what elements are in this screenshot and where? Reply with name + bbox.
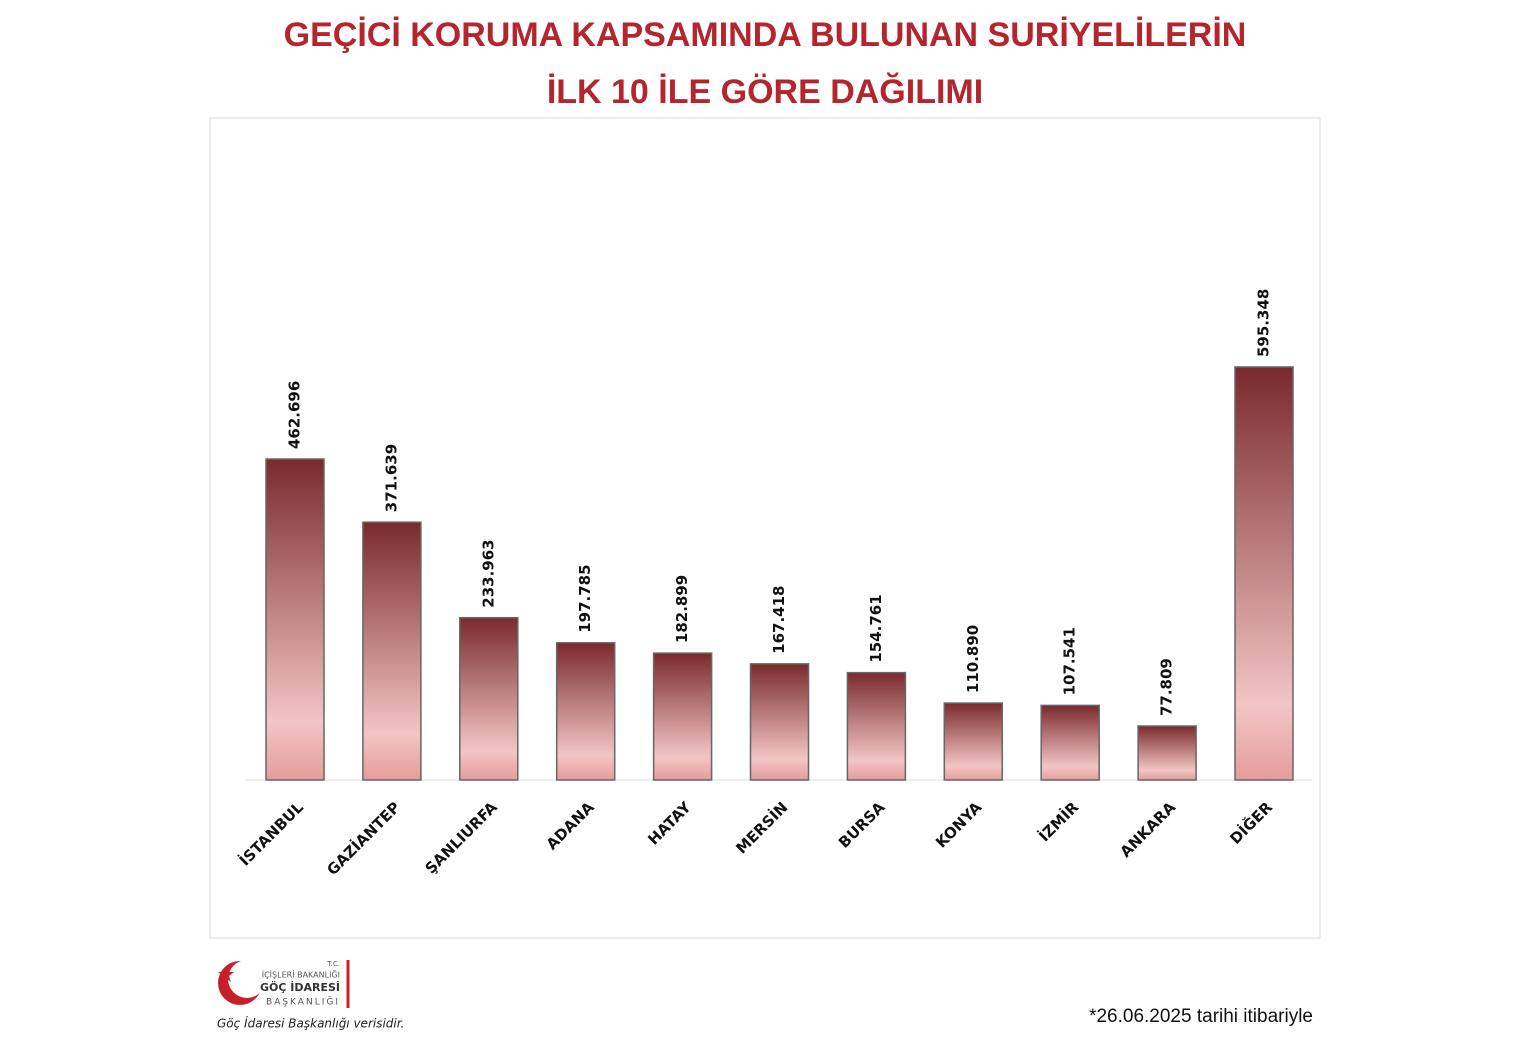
logo-text: GÖÇ İDARESİ: [260, 980, 340, 994]
value-label: 197.785: [576, 564, 594, 632]
value-label: 233.963: [479, 539, 497, 607]
chart-subtitle: İLK 10 İLE GÖRE DAĞILIMI: [547, 73, 983, 111]
value-label: 77.809: [1158, 658, 1176, 716]
bar: [846, 671, 907, 781]
bar: [459, 616, 519, 781]
value-label: 154.761: [867, 594, 885, 662]
bar: [362, 521, 422, 781]
value-label: 371.639: [382, 444, 400, 512]
value-label: 462.696: [286, 381, 304, 449]
bar: [1234, 366, 1294, 781]
value-label: 167.418: [770, 586, 788, 654]
chart-title: GEÇİCİ KORUMA KAPSAMINDA BULUNAN SURİYEL…: [284, 16, 1247, 54]
value-label: 110.890: [964, 625, 982, 693]
bar: [265, 458, 325, 781]
value-label: 182.899: [673, 575, 691, 643]
bar: [1040, 704, 1100, 781]
logo-text: İÇİŞLERİ BAKANLIĞI: [262, 969, 340, 980]
source-note: Göç İdaresi Başkanlığı verisidir.: [217, 1016, 404, 1031]
logo-text: BAŞKANLIĞI: [266, 996, 340, 1008]
logo-text: T.C.: [326, 960, 340, 968]
bar: [749, 663, 810, 781]
bar: [652, 652, 713, 781]
date-note: *26.06.2025 tarihi itibariyle: [1089, 1006, 1313, 1027]
value-label: 595.348: [1255, 289, 1273, 357]
bar: [1137, 725, 1197, 781]
bar: [943, 702, 1004, 781]
logo: T.C. İÇİŞLERİ BAKANLIĞI GÖÇ İDARESİ BAŞK…: [218, 960, 350, 1008]
bar: [555, 642, 616, 781]
value-label: 107.541: [1061, 627, 1079, 695]
